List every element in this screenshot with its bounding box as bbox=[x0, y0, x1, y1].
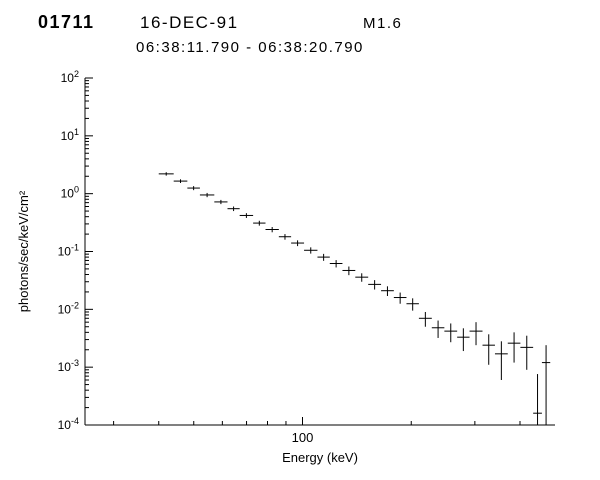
header-date: 16-DEC-91 bbox=[140, 13, 239, 32]
y-tick-label: 10-1 bbox=[58, 243, 79, 259]
time-range: 06:38:11.790 - 06:38:20.790 bbox=[136, 39, 364, 56]
x-axis-label: Energy (keV) bbox=[282, 450, 358, 465]
y-axis-label: photons/sec/keV/cm² bbox=[16, 190, 31, 312]
x-tick-label: 100 bbox=[292, 430, 314, 445]
y-tick-label: 10-3 bbox=[58, 358, 79, 374]
y-tick-label: 100 bbox=[61, 185, 79, 201]
y-tick-label: 10-4 bbox=[58, 416, 79, 432]
y-tick-label: 101 bbox=[61, 127, 79, 143]
y-tick-label: 10-2 bbox=[58, 300, 79, 316]
y-tick-label: 102 bbox=[61, 69, 79, 85]
burst-id: 01711 bbox=[38, 12, 95, 32]
flare-class: M1.6 bbox=[363, 15, 403, 32]
